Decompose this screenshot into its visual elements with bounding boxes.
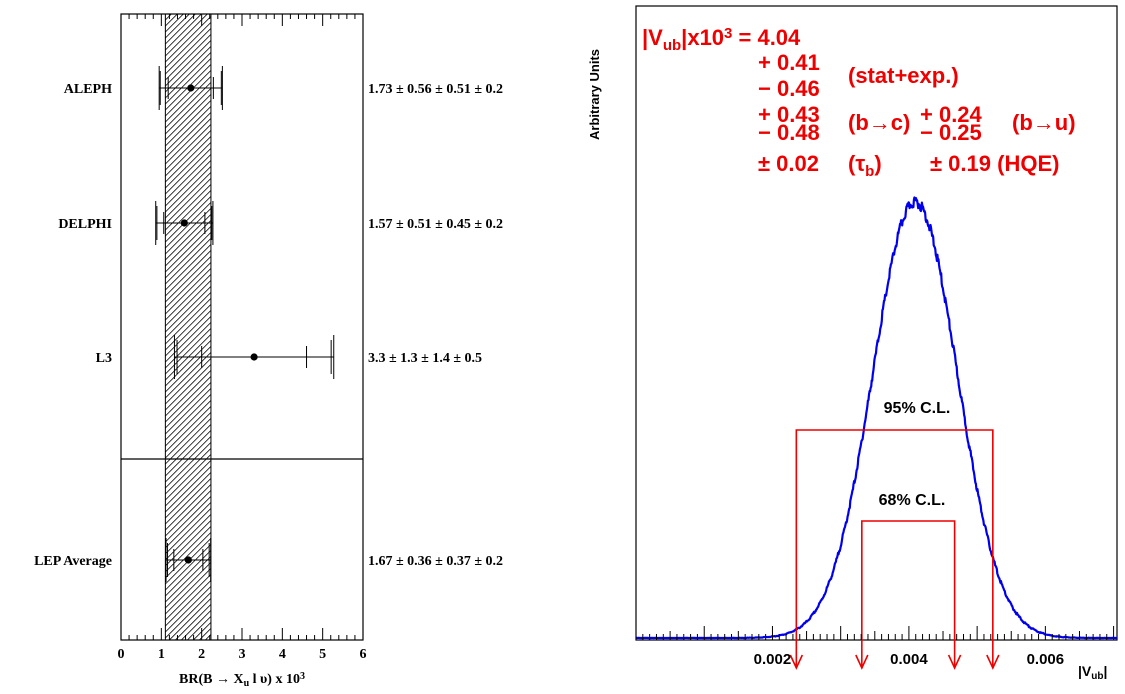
measurement-row: LEP Average 1.67 ± 0.36 ± 0.37 ± 0.2 [34,538,503,582]
cl-arrowhead [855,654,869,670]
right-y-axis-title: Arbitrary Units [587,49,602,140]
cl68-bracket [861,520,956,668]
measurement-row: DELPHI 1.57 ± 0.51 ± 0.45 ± 0.2 [58,201,503,245]
right-x-axis-title: |Vub| [1078,663,1107,682]
cl95-bracket [795,429,994,668]
cl-arrows [789,654,1000,670]
experiment-label: DELPHI [58,217,112,232]
cl-arrowhead [986,654,1000,670]
tau-error-label: (τb) [848,151,882,180]
bu-error-down: − 0.25 [920,120,982,145]
left-x-tick-label: 1 [158,647,165,662]
experiment-label: LEP Average [34,554,112,569]
right-x-tick-label: 0.002 [754,651,792,668]
vub-distribution-curve [635,196,1118,640]
measurements: ALEPH 1.73 ± 0.56 ± 0.51 ± 0.2 DELPHI 1.57 … [34,66,503,582]
cl68-label: 68% C.L. [879,492,946,509]
measurement-point [250,353,258,361]
right-x-tick-label: 0.006 [1027,651,1065,668]
measurement-point [184,556,192,564]
measurement-value-label: 1.57 ± 0.51 ± 0.45 ± 0.2 [368,217,503,232]
bc-error-up: + 0.43 [758,102,820,127]
measurement-value-label: 1.67 ± 0.36 ± 0.37 ± 0.2 [368,554,503,569]
left-panel: 0 1 2 3 4 5 6 ALEPH 1.73 ± 0.56 ± 0.51 ± 0.2 DEL… [34,13,503,690]
left-x-axis: 0 1 2 3 4 5 6 [118,14,367,662]
measurement-row: L3 3.3 ± 1.3 ± 1.4 ± 0.5 [96,335,482,379]
right-x-tick-label: 0.004 [890,651,928,668]
result-annotation: |Vub|x103 = 4.04 + 0.41 − 0.46 (stat+exp… [642,25,1076,180]
right-frame [635,5,1118,641]
bc-error-label: (b→c) [848,110,910,135]
experiment-label: L3 [96,351,112,366]
measurement-value-label: 1.73 ± 0.56 ± 0.51 ± 0.2 [368,82,503,97]
bu-error-label: (b→u) [1012,110,1076,135]
left-x-tick-label: 4 [279,647,286,662]
left-x-tick-label: 6 [360,647,367,662]
left-x-tick-label: 3 [239,647,246,662]
result-central-value: |Vub|x103 = 4.04 [642,25,801,54]
hqe-error: ± 0.19 (HQE) [930,151,1059,176]
bu-error-up: + 0.24 [920,102,983,127]
stat-error-up: + 0.41 [758,50,820,75]
right-panel: 95% C.L. 68% C.L. 0.002 0.004 0.006 Arbitr… [587,5,1118,682]
left-x-tick-label: 0 [118,647,125,662]
stat-error-label: (stat+exp.) [848,63,959,88]
measurement-value-label: 3.3 ± 1.3 ± 1.4 ± 0.5 [368,351,482,366]
average-band [164,14,212,640]
experiment-label: ALEPH [64,82,112,97]
measurement-point [180,219,188,227]
measurement-row: ALEPH 1.73 ± 0.56 ± 0.51 ± 0.2 [64,66,503,110]
stat-error-down: − 0.46 [758,76,820,101]
right-x-axis: 0.002 0.004 0.006 [635,626,1115,668]
cl-arrowhead [789,654,804,670]
left-x-tick-label: 2 [198,647,205,662]
measurement-point [187,84,195,92]
left-x-tick-label: 5 [319,647,326,662]
cl-arrowhead [947,654,962,670]
band-hatching [165,14,211,640]
bc-error-down: − 0.48 [758,120,820,145]
left-frame [120,13,364,641]
tau-error-value: ± 0.02 [758,151,819,176]
left-x-axis-title: BR(B → Xu l υ) x 103 [179,671,305,690]
cl95-label: 95% C.L. [884,400,951,417]
